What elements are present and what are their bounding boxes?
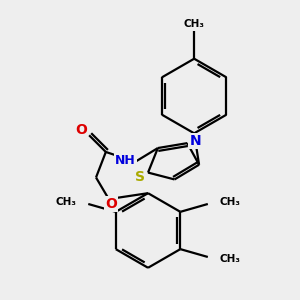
Text: CH₃: CH₃ bbox=[220, 197, 241, 207]
Text: O: O bbox=[75, 123, 87, 137]
Text: O: O bbox=[105, 197, 117, 211]
Text: NH: NH bbox=[115, 154, 136, 167]
Text: S: S bbox=[135, 170, 145, 184]
Text: CH₃: CH₃ bbox=[220, 254, 241, 264]
Text: CH₃: CH₃ bbox=[56, 197, 76, 207]
Text: CH₃: CH₃ bbox=[184, 20, 205, 29]
Text: N: N bbox=[189, 134, 201, 148]
